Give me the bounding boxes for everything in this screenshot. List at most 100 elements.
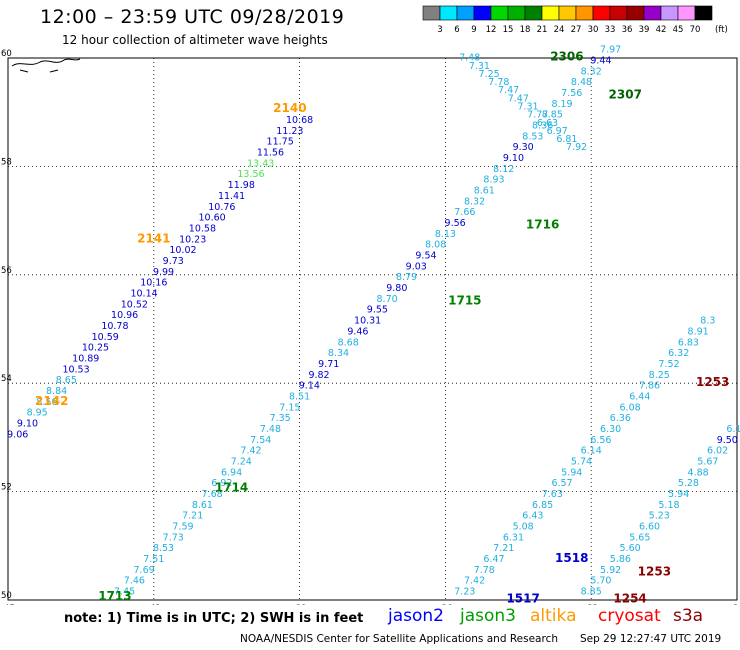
swh-value: 10.60 xyxy=(199,213,226,224)
swh-value: 8.36 xyxy=(532,120,553,131)
swh-value: 7.47 xyxy=(498,85,519,96)
swh-value: 8.95 xyxy=(27,408,48,419)
swh-value: 8.56 xyxy=(36,397,57,408)
swh-value: 5.86 xyxy=(610,554,631,565)
swh-value: 8.70 xyxy=(377,294,398,305)
swh-value: 6.02 xyxy=(707,446,728,457)
swh-value: 10.25 xyxy=(82,343,109,354)
swh-value: 10.78 xyxy=(101,321,128,332)
pass-label: 1713 xyxy=(98,589,131,603)
swh-value: 7.42 xyxy=(240,446,261,457)
colorbar-unit: (ft) xyxy=(715,25,728,35)
swh-value: 10.16 xyxy=(140,278,167,289)
swh-value: 7.31 xyxy=(517,101,538,112)
swh-value: 6.92 xyxy=(211,478,232,489)
swh-value: 10.02 xyxy=(169,245,196,256)
swh-value: 8.68 xyxy=(338,337,359,348)
swh-value: 8.34 xyxy=(328,348,349,359)
pass-label: 2307 xyxy=(609,88,642,102)
swh-value: 7.59 xyxy=(172,522,193,533)
swh-value: 9.44 xyxy=(590,55,611,66)
swh-value: 8.19 xyxy=(551,99,572,110)
swh-value: 7.51 xyxy=(143,554,164,565)
colorbar-label: 30 xyxy=(588,25,599,35)
swh-value: 7.47 xyxy=(508,93,529,104)
credit-line: NOAA/NESDIS Center for Satellite Applica… xyxy=(240,633,558,645)
swh-value: 7.42 xyxy=(464,576,485,587)
swh-value: 8.48 xyxy=(571,77,592,88)
swh-value: 10.68 xyxy=(286,115,313,126)
swh-value: 8.53 xyxy=(522,131,543,142)
swh-value: 6.14 xyxy=(581,446,602,457)
swh-value: 5.60 xyxy=(620,543,641,554)
swh-value: 5.94 xyxy=(668,489,689,500)
swh-value: 6.97 xyxy=(547,126,568,137)
swh-value: 7.66 xyxy=(454,207,475,218)
swh-value: 8.51 xyxy=(289,391,310,402)
swh-value: 9.06 xyxy=(7,429,28,440)
swh-value: 6.31 xyxy=(503,532,524,543)
swh-value: 9.71 xyxy=(318,359,339,370)
swh-value: 7.54 xyxy=(250,435,271,446)
lat-label: 50 xyxy=(1,591,12,601)
swh-value: 9.50 xyxy=(717,435,738,446)
swh-value: 7.68 xyxy=(202,489,223,500)
swh-value: 9.46 xyxy=(347,326,368,337)
swh-value: 5.70 xyxy=(590,576,611,587)
swh-value: 7.45 xyxy=(114,587,135,598)
swh-value: 9.56 xyxy=(445,218,466,229)
swh-value: 11.23 xyxy=(276,126,303,137)
colorbar-label: 3 xyxy=(437,25,442,35)
swh-value: 6.60 xyxy=(639,522,660,533)
colorbar-label: 18 xyxy=(520,25,531,35)
colorbar-label: 42 xyxy=(656,25,667,35)
swh-value: 7.73 xyxy=(163,532,184,543)
swh-value: 8.13 xyxy=(435,229,456,240)
swh-value: 6.81 xyxy=(556,134,577,145)
swh-value: 7.15 xyxy=(279,402,300,413)
lon-label: -42 xyxy=(147,604,161,605)
swh-value: 7.92 xyxy=(566,142,587,153)
colorbar-label: 70 xyxy=(690,25,701,35)
swh-value: 7.78 xyxy=(488,77,509,88)
swh-value: 5.23 xyxy=(649,511,670,522)
swh-value: 5.28 xyxy=(678,478,699,489)
swh-value: 5.65 xyxy=(629,532,650,543)
colorbar-label: 12 xyxy=(486,25,497,35)
swh-value: 7.52 xyxy=(658,359,679,370)
colorbar-label: 33 xyxy=(605,25,616,35)
swh-value: 6.83 xyxy=(678,337,699,348)
swh-value: 7.31 xyxy=(469,61,490,72)
swh-value: 8.91 xyxy=(688,326,709,337)
swh-value: 8.61 xyxy=(474,186,495,197)
wave-height-map: -45-42-39-36-33-306058565452509.069.108.… xyxy=(1,45,740,605)
swh-value: 8.85 xyxy=(581,587,602,598)
pass-label: 1254 xyxy=(613,592,646,605)
pass-label: 1715 xyxy=(448,294,481,308)
swh-value: 7.21 xyxy=(182,511,203,522)
swh-value: 6.94 xyxy=(221,467,242,478)
swh-value: 6.44 xyxy=(629,391,650,402)
swh-value: 5.92 xyxy=(600,565,621,576)
pass-label: 1714 xyxy=(215,481,248,495)
swh-value: 10.14 xyxy=(130,288,157,299)
map-frame xyxy=(7,57,738,601)
swh-value: 6.30 xyxy=(600,424,621,435)
lon-label: -30 xyxy=(730,604,740,605)
swh-value: 5.94 xyxy=(561,467,582,478)
swh-value: 4.88 xyxy=(688,467,709,478)
colorbar-label: 9 xyxy=(471,25,476,35)
swh-value: 9.10 xyxy=(17,419,38,430)
swh-value: 7.25 xyxy=(479,69,500,80)
colorbar-label: 21 xyxy=(537,25,548,35)
swh-value: 10.52 xyxy=(121,299,148,310)
legend-cryosat: cryosat xyxy=(598,606,661,626)
swh-value: 7.69 xyxy=(134,565,155,576)
swh-value: 7.56 xyxy=(561,88,582,99)
swh-value: 9.55 xyxy=(367,305,388,316)
legend-jason2: jason2 xyxy=(388,606,444,626)
swh-value: 7.48 xyxy=(459,53,480,64)
pass-label: 2140 xyxy=(273,101,306,115)
colorbar-swatch xyxy=(694,5,713,21)
legend-altika: altika xyxy=(530,606,577,626)
